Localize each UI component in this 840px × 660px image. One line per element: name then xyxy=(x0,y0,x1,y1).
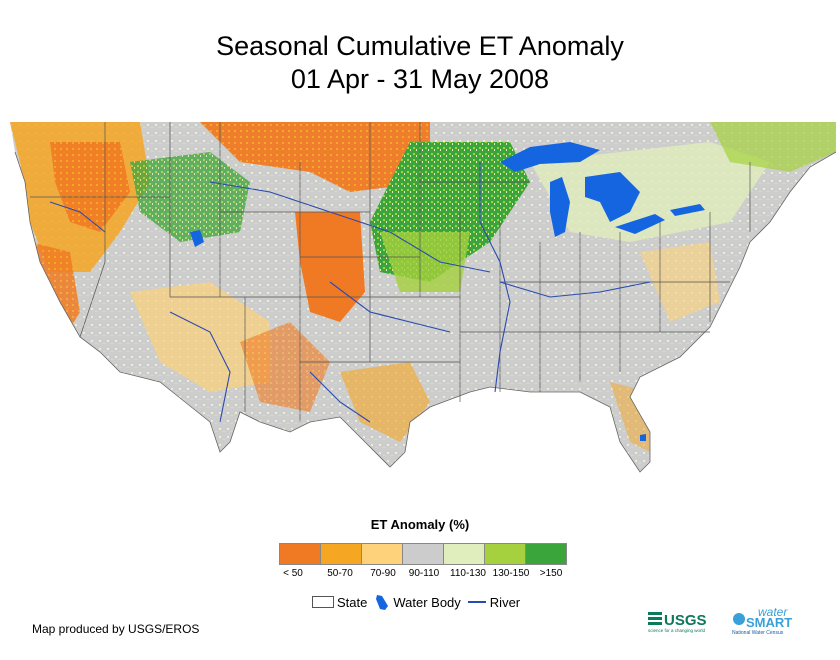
river-key-icon xyxy=(467,601,486,603)
legend-label: 70-90 xyxy=(370,568,396,579)
state-key-icon xyxy=(312,596,334,608)
legend-label: 130-150 xyxy=(492,568,530,579)
map-date-range: 01 Apr - 31 May 2008 xyxy=(290,64,550,94)
state-key: State xyxy=(312,595,367,610)
river-key-label: River xyxy=(489,594,521,610)
usgs-logo: USGS science for a changing world xyxy=(648,612,707,633)
map-title: Seasonal Cumulative ET Anomaly xyxy=(216,31,624,61)
legend-label: 90-110 xyxy=(408,568,440,579)
legend-swatch xyxy=(403,544,444,564)
map-key: State Water Body River xyxy=(312,593,526,611)
smart-logo-text: SMART xyxy=(746,615,792,630)
legend-label: >150 xyxy=(539,568,563,579)
water-logo-text: water xyxy=(758,605,788,619)
legend-swatch xyxy=(362,544,403,564)
water-body-key-label: Water Body xyxy=(393,594,461,610)
legend-swatch xyxy=(280,544,321,564)
legend-label: 50-70 xyxy=(327,568,353,579)
usgs-logo-text: USGS xyxy=(664,612,707,629)
legend-swatch xyxy=(485,544,526,564)
legend-title: ET Anomaly (%) xyxy=(370,517,470,532)
legend-label: 110-130 xyxy=(450,568,486,579)
usgs-tagline: science for a changing world xyxy=(648,628,706,633)
water-bodies xyxy=(190,142,705,441)
legend-swatch xyxy=(444,544,485,564)
state-boundaries xyxy=(30,122,751,422)
legend-label: < 50 xyxy=(283,568,303,579)
agency-logos: USGS science for a changing world water … xyxy=(648,605,792,636)
legend-color-bar xyxy=(279,543,567,565)
credit-text: Map produced by USGS/EROS xyxy=(32,622,200,636)
legend-tick-labels: < 50 50-70 70-90 90-110 110-130 130-150 … xyxy=(263,568,583,582)
smart-tagline: National Water Census xyxy=(732,630,784,636)
legend-swatch xyxy=(321,544,362,564)
watersmart-logo: water SMART National Water Census xyxy=(732,605,792,636)
river-key: River xyxy=(467,595,520,610)
rivers xyxy=(49,162,651,423)
state-key-label: State xyxy=(337,594,368,610)
legend-swatch xyxy=(526,544,566,564)
et-anomaly-map xyxy=(10,122,836,473)
water-body-key-icon xyxy=(376,595,389,610)
water-body-key: Water Body xyxy=(373,593,461,611)
